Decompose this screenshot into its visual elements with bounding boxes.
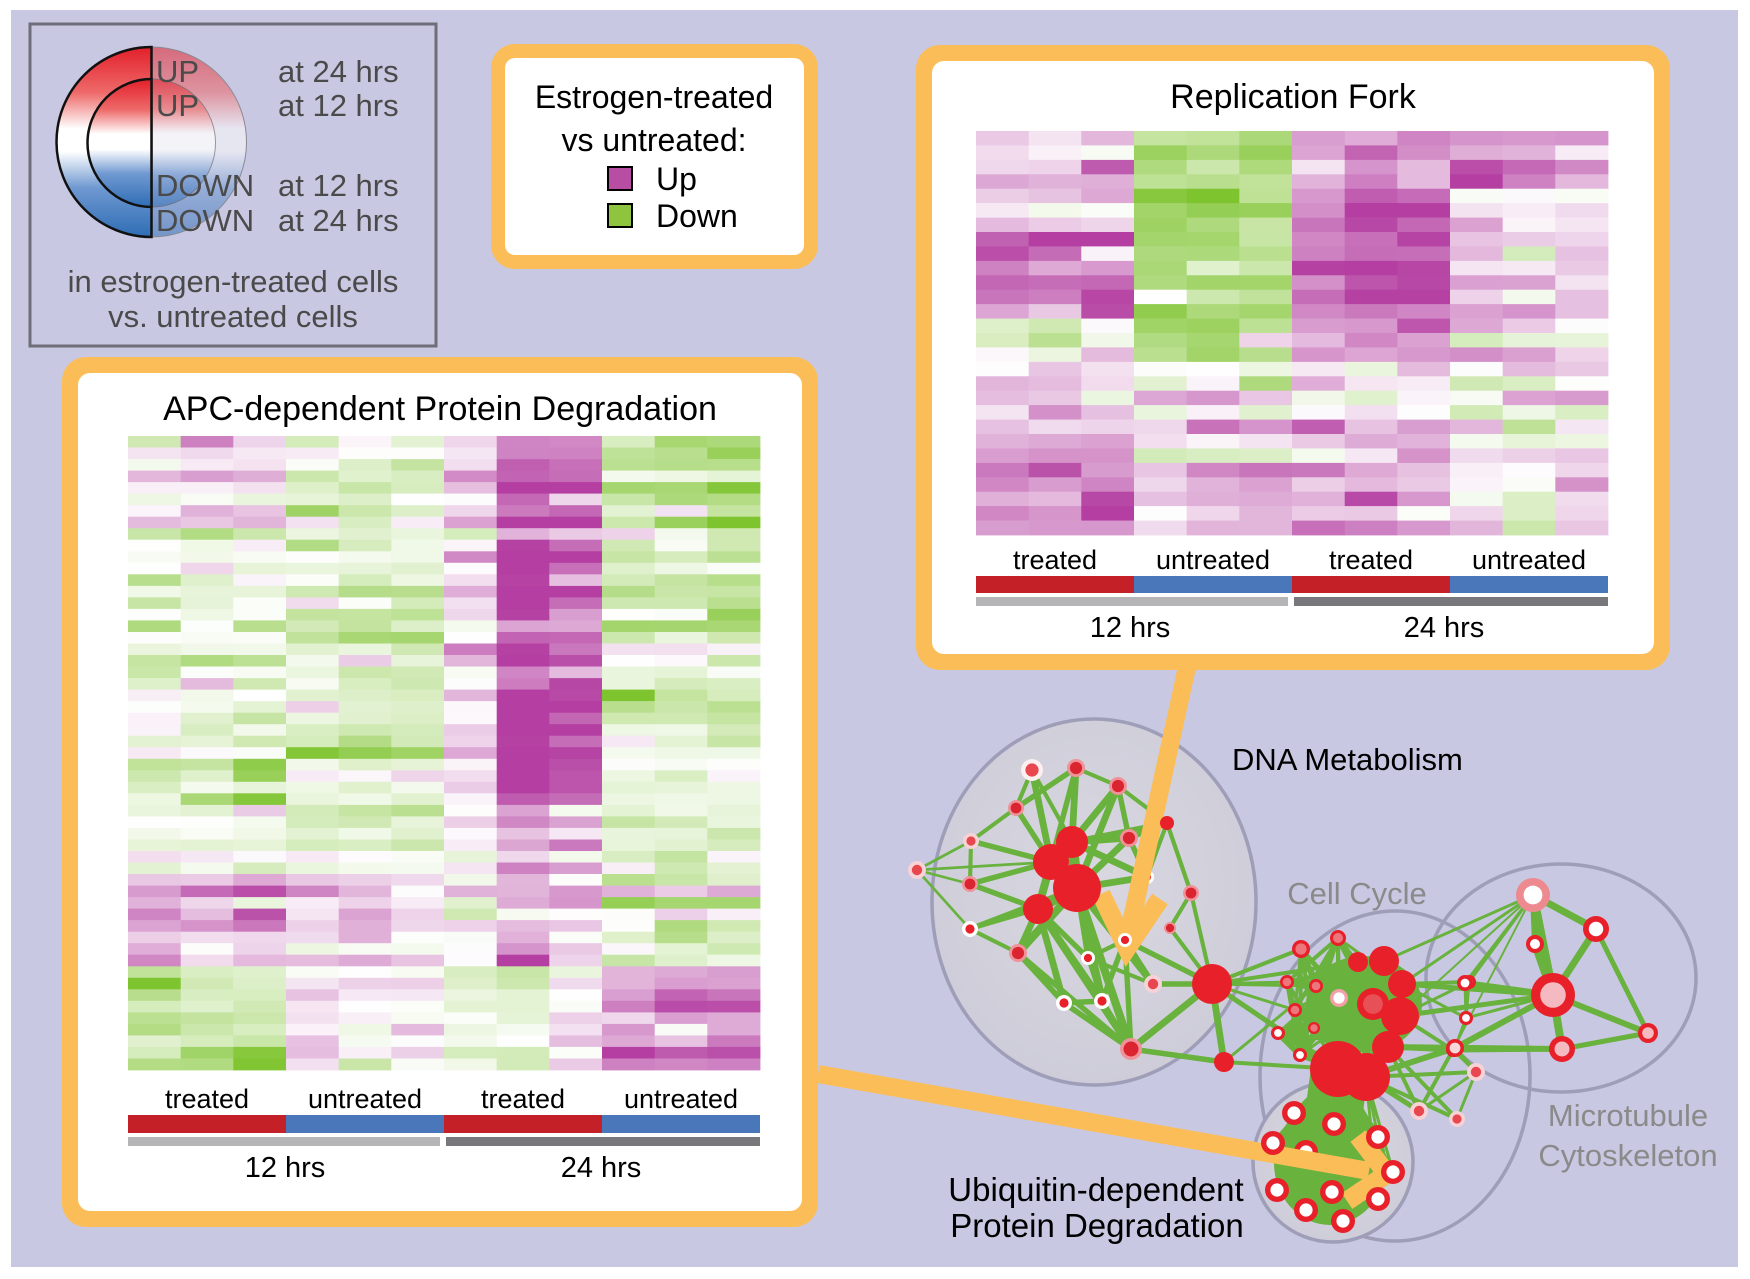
svg-text:Up: Up	[656, 161, 697, 197]
svg-text:UP: UP	[156, 54, 199, 89]
svg-text:DNA Metabolism: DNA Metabolism	[1232, 742, 1463, 777]
svg-text:at 24 hrs: at 24 hrs	[278, 203, 399, 238]
svg-text:treated: treated	[481, 1084, 565, 1114]
svg-text:treated: treated	[165, 1084, 249, 1114]
svg-text:treated: treated	[1013, 545, 1097, 575]
svg-text:DOWN: DOWN	[156, 168, 254, 203]
svg-text:at 24 hrs: at 24 hrs	[278, 54, 399, 89]
svg-text:Cytoskeleton: Cytoskeleton	[1538, 1138, 1717, 1173]
svg-text:untreated: untreated	[1156, 545, 1270, 575]
svg-text:UP: UP	[156, 88, 199, 123]
svg-text:Microtubule: Microtubule	[1548, 1098, 1708, 1133]
svg-text:untreated: untreated	[624, 1084, 738, 1114]
svg-text:24 hrs: 24 hrs	[561, 1152, 642, 1184]
svg-text:untreated: untreated	[308, 1084, 422, 1114]
svg-text:24 hrs: 24 hrs	[1404, 612, 1485, 644]
svg-text:vs untreated:: vs untreated:	[562, 122, 747, 158]
svg-text:Ubiquitin-dependent: Ubiquitin-dependent	[948, 1171, 1243, 1208]
svg-text:at 12 hrs: at 12 hrs	[278, 168, 399, 203]
svg-text:DOWN: DOWN	[156, 203, 254, 238]
svg-text:Replication Fork: Replication Fork	[1170, 78, 1417, 116]
svg-text:at 12 hrs: at 12 hrs	[278, 88, 399, 123]
svg-text:Down: Down	[656, 198, 738, 234]
svg-text:treated: treated	[1329, 545, 1413, 575]
svg-text:vs. untreated cells: vs. untreated cells	[108, 299, 358, 334]
svg-text:Cell Cycle: Cell Cycle	[1287, 876, 1427, 911]
svg-text:untreated: untreated	[1472, 545, 1586, 575]
svg-text:Estrogen-treated: Estrogen-treated	[535, 79, 773, 115]
svg-text:12 hrs: 12 hrs	[1090, 612, 1171, 644]
svg-text:Protein Degradation: Protein Degradation	[950, 1207, 1244, 1244]
svg-text:in estrogen-treated cells: in estrogen-treated cells	[68, 264, 399, 299]
svg-text:APC-dependent Protein Degradat: APC-dependent Protein Degradation	[163, 390, 717, 428]
svg-text:12 hrs: 12 hrs	[245, 1152, 326, 1184]
